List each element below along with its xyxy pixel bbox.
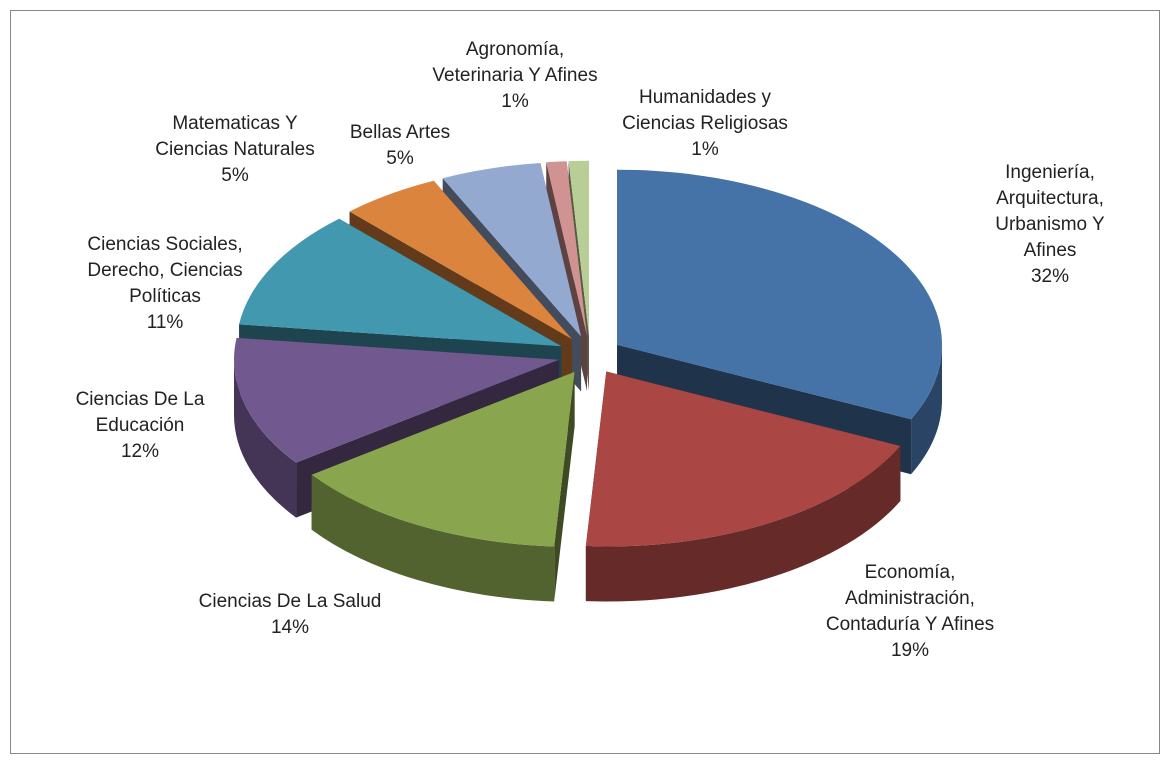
slice <box>311 371 575 547</box>
value-label: 5% <box>386 148 414 169</box>
slice <box>568 160 589 336</box>
value-label: 5% <box>221 165 249 186</box>
slice-side <box>911 344 943 475</box>
slice <box>239 218 562 347</box>
slice-side <box>585 446 901 602</box>
data-label: Ciencias De La Educación 12% <box>76 387 205 465</box>
value-label: 1% <box>501 91 529 112</box>
value-label: 14% <box>270 617 310 638</box>
slice <box>349 180 573 340</box>
value-label: 12% <box>120 441 160 462</box>
data-label: Ciencias De La Salud 14% <box>199 589 382 641</box>
slice-side <box>234 359 297 518</box>
category-label: Ingeniería, Arquitectura, Urbanismo Y Af… <box>995 162 1105 261</box>
value-label: 19% <box>890 640 930 661</box>
category-label: Ciencias Sociales, Derecho, Ciencias Pol… <box>87 234 243 307</box>
category-label: Matematicas Y Ciencias Naturales <box>155 113 315 160</box>
data-label: Agronomía, Veterinaria Y Afines 1% <box>432 37 597 115</box>
slice <box>234 337 560 463</box>
slice <box>546 161 587 336</box>
category-label: Ciencias De La Educación <box>75 389 205 436</box>
data-label: Bellas Artes 5% <box>350 120 450 172</box>
data-label: Economía, Administración, Contaduría Y A… <box>826 560 994 664</box>
category-label: Ciencias De La Salud <box>198 591 382 612</box>
category-label: Bellas Artes <box>349 122 451 143</box>
slice-side <box>554 371 575 602</box>
data-label: Humanidades y Ciencias Religiosas 1% <box>622 85 788 163</box>
data-label: Ciencias Sociales, Derecho, Ciencias Pol… <box>87 232 242 336</box>
data-label: Ingeniería, Arquitectura, Urbanismo Y Af… <box>990 160 1110 290</box>
slice <box>585 371 901 547</box>
category-label: Economía, Administración, Contaduría Y A… <box>825 562 995 635</box>
slice <box>617 169 943 420</box>
slice <box>442 162 582 337</box>
value-label: 1% <box>691 139 719 160</box>
category-label: Agronomía, Veterinaria Y Afines <box>432 39 598 86</box>
slice-side <box>311 474 555 602</box>
category-label: Humanidades y Ciencias Religiosas <box>622 87 788 134</box>
value-label: 32% <box>1030 266 1070 287</box>
data-label: Matematicas Y Ciencias Naturales 5% <box>155 111 314 189</box>
value-label: 11% <box>146 312 184 333</box>
